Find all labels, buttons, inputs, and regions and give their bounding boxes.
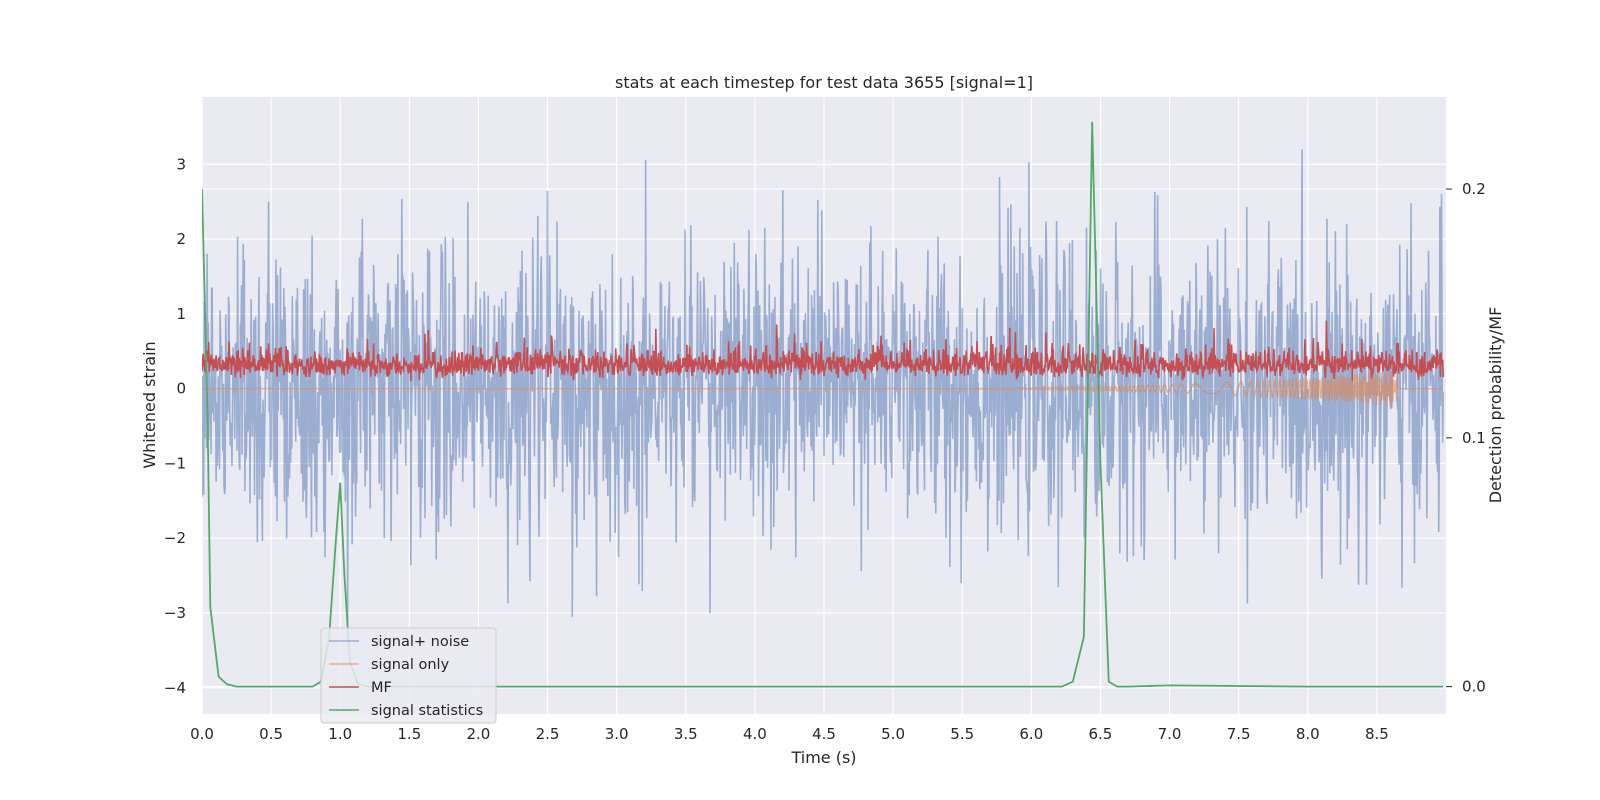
legend-label-signal-noise: signal+ noise: [371, 634, 469, 650]
y2-axis-label: Detection probability/MF: [1486, 307, 1505, 504]
x-tick-label: 3.5: [674, 725, 698, 743]
series-signal-noise: [202, 149, 1445, 636]
y-tick-label: −2: [164, 529, 186, 547]
y2-tick-label: 0.1: [1462, 429, 1486, 447]
x-tick-label: 1.5: [397, 725, 421, 743]
chart-title: stats at each timestep for test data 365…: [615, 73, 1033, 92]
legend-label-signal-statistics: signal statistics: [371, 703, 483, 719]
y-tick-label: 1: [176, 305, 186, 323]
x-tick-label: 2.0: [467, 725, 491, 743]
x-tick-label: 5.5: [950, 725, 974, 743]
x-tick-label: 4.0: [743, 725, 767, 743]
tick-labels: 0.0 0.5 1.0 1.5 2.0 2.5 3.0 3.5 4.0 4.5 5.0 5.5 6.0 6…: [164, 155, 1486, 743]
x-tick-label: 4.5: [812, 725, 836, 743]
y-tick-label: −4: [164, 679, 186, 697]
y-tick-label: 2: [176, 230, 186, 248]
x-tick-label: 2.5: [536, 725, 560, 743]
series-mf: [202, 320, 1445, 382]
legend-label-mf: MF: [371, 680, 392, 696]
y2-tick-label: 0.0: [1462, 678, 1486, 696]
y-tick-label: −1: [164, 454, 186, 472]
x-tick-label: 1.0: [328, 725, 352, 743]
series-signal-only: [202, 371, 1444, 407]
y2-tick-label: 0.2: [1462, 180, 1486, 198]
legend-label-signal-only: signal only: [371, 657, 450, 673]
x-tick-label: 3.0: [605, 725, 629, 743]
y-axis-label: Whitened strain: [140, 341, 159, 468]
legend: signal+ noise signal only MF signal stat…: [320, 627, 497, 724]
x-tick-label: 7.5: [1227, 725, 1251, 743]
x-tick-label: 8.5: [1365, 725, 1389, 743]
legend-box: [320, 627, 497, 724]
y-tick-label: 0: [176, 380, 186, 398]
x-tick-label: 6.5: [1089, 725, 1113, 743]
x-tick-label: 8.0: [1296, 725, 1320, 743]
x-tick-label: 6.0: [1019, 725, 1043, 743]
x-axis-label: Time (s): [790, 748, 856, 767]
x-tick-label: 5.0: [881, 725, 905, 743]
x-tick-label: 0.0: [190, 725, 214, 743]
x-tick-label: 0.5: [259, 725, 283, 743]
x-tick-label: 7.0: [1158, 725, 1182, 743]
y-tick-label: −3: [164, 604, 186, 622]
y-tick-label: 3: [176, 155, 186, 173]
